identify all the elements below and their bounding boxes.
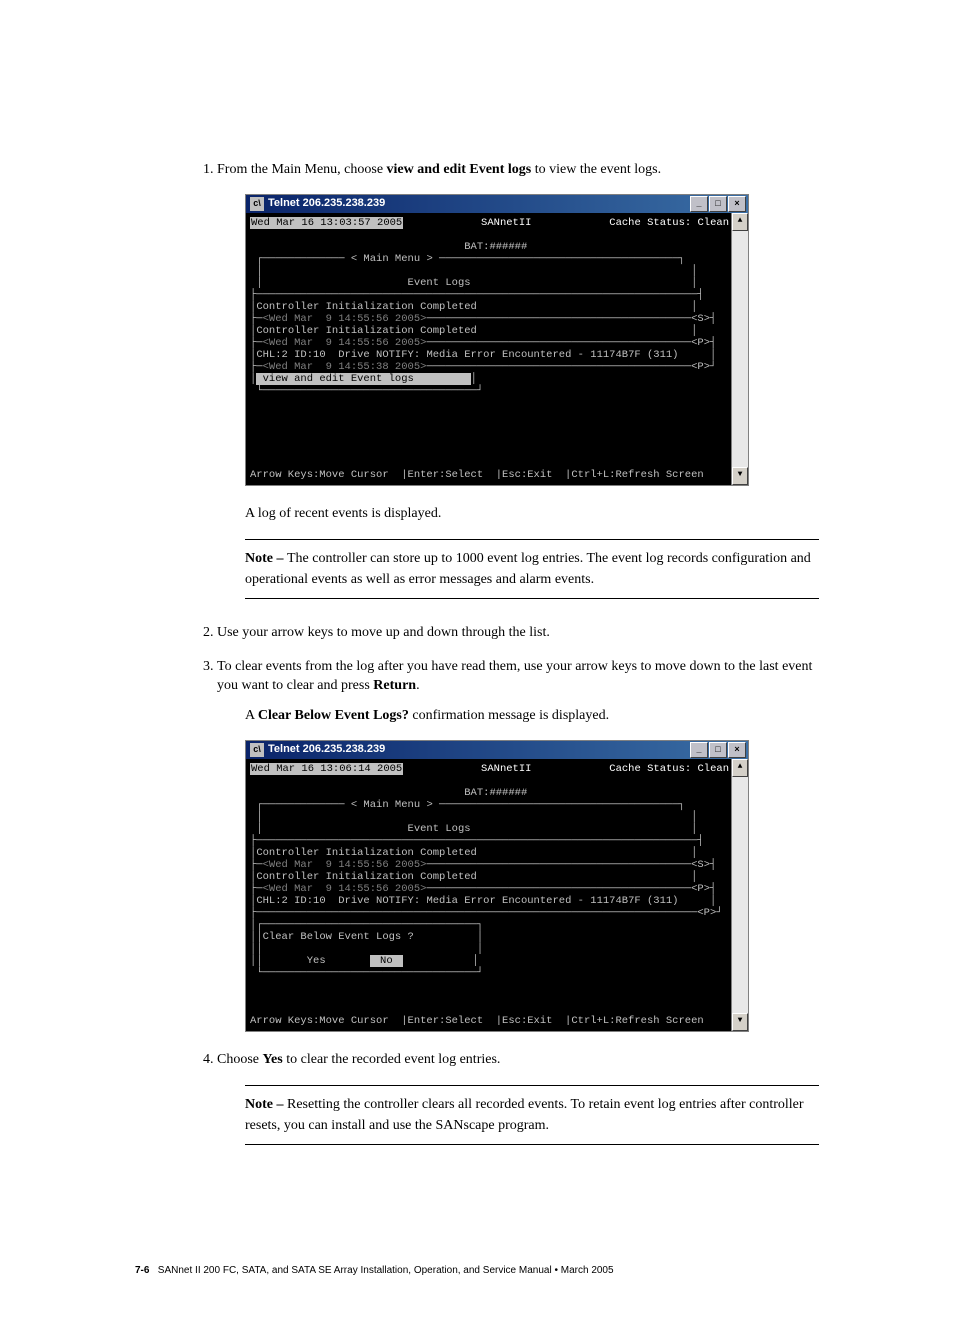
event-3-marker: <P> bbox=[691, 361, 710, 373]
note-1-label: Note – bbox=[245, 551, 287, 566]
event-2-marker: <P> bbox=[691, 337, 710, 349]
term-datetime: Wed Mar 16 13:03:57 2005 bbox=[250, 217, 403, 229]
scroll-down-icon[interactable]: ▼ bbox=[732, 1013, 748, 1031]
term-product: SANnetII bbox=[481, 217, 531, 229]
minimize-button[interactable]: _ bbox=[690, 196, 708, 212]
event-3-ts: <Wed Mar 9 14:55:38 2005> bbox=[263, 361, 427, 373]
terminal-screenshot-1: c\ Telnet 206.235.238.239 _ □ × Wed Mar … bbox=[245, 194, 819, 486]
step-4-text-c: to clear the recorded event log entries. bbox=[283, 1052, 501, 1067]
event-1: Controller Initialization Completed bbox=[256, 847, 477, 859]
page-number: 7-6 bbox=[135, 1265, 149, 1276]
step-3-text-c: . bbox=[416, 678, 420, 693]
term-cache: Cache Status: Clean bbox=[609, 217, 729, 229]
event-3: CHL:2 ID:10 Drive NOTIFY: Media Error En… bbox=[256, 895, 678, 907]
window-titlebar: c\ Telnet 206.235.238.239 _ □ × bbox=[246, 741, 748, 759]
term-product: SANnetII bbox=[481, 763, 531, 775]
event-2-ts: <Wed Mar 9 14:55:56 2005> bbox=[263, 883, 427, 895]
scroll-down-icon[interactable]: ▼ bbox=[732, 467, 748, 485]
dialog-question: Clear Below Event Logs ? bbox=[263, 931, 414, 943]
term-footer: Arrow Keys:Move Cursor |Enter:Select |Es… bbox=[250, 1015, 704, 1027]
main-menu-label: < Main Menu > bbox=[351, 799, 433, 811]
scroll-up-icon[interactable]: ▲ bbox=[732, 213, 748, 231]
page-footer: 7-6 SANnet II 200 FC, SATA, and SATA SE … bbox=[135, 1265, 819, 1276]
step-4: Choose Yes to clear the recorded event l… bbox=[217, 1050, 819, 1146]
event-2-ts: <Wed Mar 9 14:55:56 2005> bbox=[263, 337, 427, 349]
note-2-label: Note – bbox=[245, 1097, 287, 1112]
note-1: Note – The controller can store up to 10… bbox=[245, 539, 819, 599]
dialog-no-button[interactable]: No bbox=[370, 955, 403, 967]
step-3-result: A Clear Below Event Logs? confirmation m… bbox=[245, 706, 819, 726]
window-title: Telnet 206.235.238.239 bbox=[268, 742, 689, 757]
scroll-up-icon[interactable]: ▲ bbox=[732, 759, 748, 777]
app-icon: c\ bbox=[250, 743, 264, 757]
window-titlebar: c\ Telnet 206.235.238.239 _ □ × bbox=[246, 195, 748, 213]
event-1-ts: <Wed Mar 9 14:55:56 2005> bbox=[263, 313, 427, 325]
app-icon: c\ bbox=[250, 197, 264, 211]
event-2: Controller Initialization Completed bbox=[256, 325, 477, 337]
event-logs-title: Event Logs bbox=[408, 277, 471, 289]
footer-text: SANnet II 200 FC, SATA, and SATA SE Arra… bbox=[158, 1265, 614, 1276]
maximize-button[interactable]: □ bbox=[709, 196, 727, 212]
note-1-text: The controller can store up to 1000 even… bbox=[245, 551, 811, 587]
close-button[interactable]: × bbox=[728, 742, 746, 758]
main-menu-label: < Main Menu > bbox=[351, 253, 433, 265]
event-1-marker: <S> bbox=[691, 313, 710, 325]
step-2: Use your arrow keys to move up and down … bbox=[217, 623, 819, 643]
event-2: Controller Initialization Completed bbox=[256, 871, 477, 883]
step-4-text-a: Choose bbox=[217, 1052, 263, 1067]
step-1-result: A log of recent events is displayed. bbox=[245, 504, 819, 524]
minimize-button[interactable]: _ bbox=[690, 742, 708, 758]
terminal-content: Wed Mar 16 13:06:14 2005 SANnetII Cache … bbox=[246, 759, 731, 1031]
step-3: To clear events from the log after you h… bbox=[217, 657, 819, 1032]
terminal-screenshot-2: c\ Telnet 206.235.238.239 _ □ × Wed Mar … bbox=[245, 740, 819, 1032]
event-logs-title: Event Logs bbox=[408, 823, 471, 835]
note-2-text: Resetting the controller clears all reco… bbox=[245, 1097, 804, 1133]
step-4-bold: Yes bbox=[263, 1052, 283, 1067]
instruction-list: From the Main Menu, choose view and edit… bbox=[195, 160, 819, 1145]
step-1-text-post: to view the event logs. bbox=[531, 162, 661, 177]
event-1-marker: <S> bbox=[691, 859, 710, 871]
step-3-text-a: To clear events from the log after you h… bbox=[217, 659, 812, 694]
term-bat: BAT:###### bbox=[464, 787, 527, 799]
scrollbar[interactable]: ▲ ▼ bbox=[731, 213, 748, 485]
note-2: Note – Resetting the controller clears a… bbox=[245, 1085, 819, 1145]
term-footer: Arrow Keys:Move Cursor |Enter:Select |Es… bbox=[250, 469, 704, 481]
terminal-content: Wed Mar 16 13:03:57 2005 SANnetII Cache … bbox=[246, 213, 731, 485]
term-bat: BAT:###### bbox=[464, 241, 527, 253]
event-3: CHL:2 ID:10 Drive NOTIFY: Media Error En… bbox=[256, 349, 678, 361]
dialog-yes-button[interactable]: Yes bbox=[307, 955, 326, 967]
step-1: From the Main Menu, choose view and edit… bbox=[217, 160, 819, 599]
term-datetime: Wed Mar 16 13:06:14 2005 bbox=[250, 763, 403, 775]
scrollbar[interactable]: ▲ ▼ bbox=[731, 759, 748, 1031]
step-3-bold: Return bbox=[373, 678, 416, 693]
event-1-ts: <Wed Mar 9 14:55:56 2005> bbox=[263, 859, 427, 871]
window-title: Telnet 206.235.238.239 bbox=[268, 196, 689, 211]
selected-menu-item[interactable]: view and edit Event logs bbox=[256, 373, 470, 385]
maximize-button[interactable]: □ bbox=[709, 742, 727, 758]
close-button[interactable]: × bbox=[728, 196, 746, 212]
step-1-bold: view and edit Event logs bbox=[387, 162, 532, 177]
term-cache: Cache Status: Clean bbox=[609, 763, 729, 775]
event-3-marker: <P> bbox=[697, 907, 716, 919]
step-1-text-pre: From the Main Menu, choose bbox=[217, 162, 387, 177]
event-1: Controller Initialization Completed bbox=[256, 301, 477, 313]
event-2-marker: <P> bbox=[691, 883, 710, 895]
